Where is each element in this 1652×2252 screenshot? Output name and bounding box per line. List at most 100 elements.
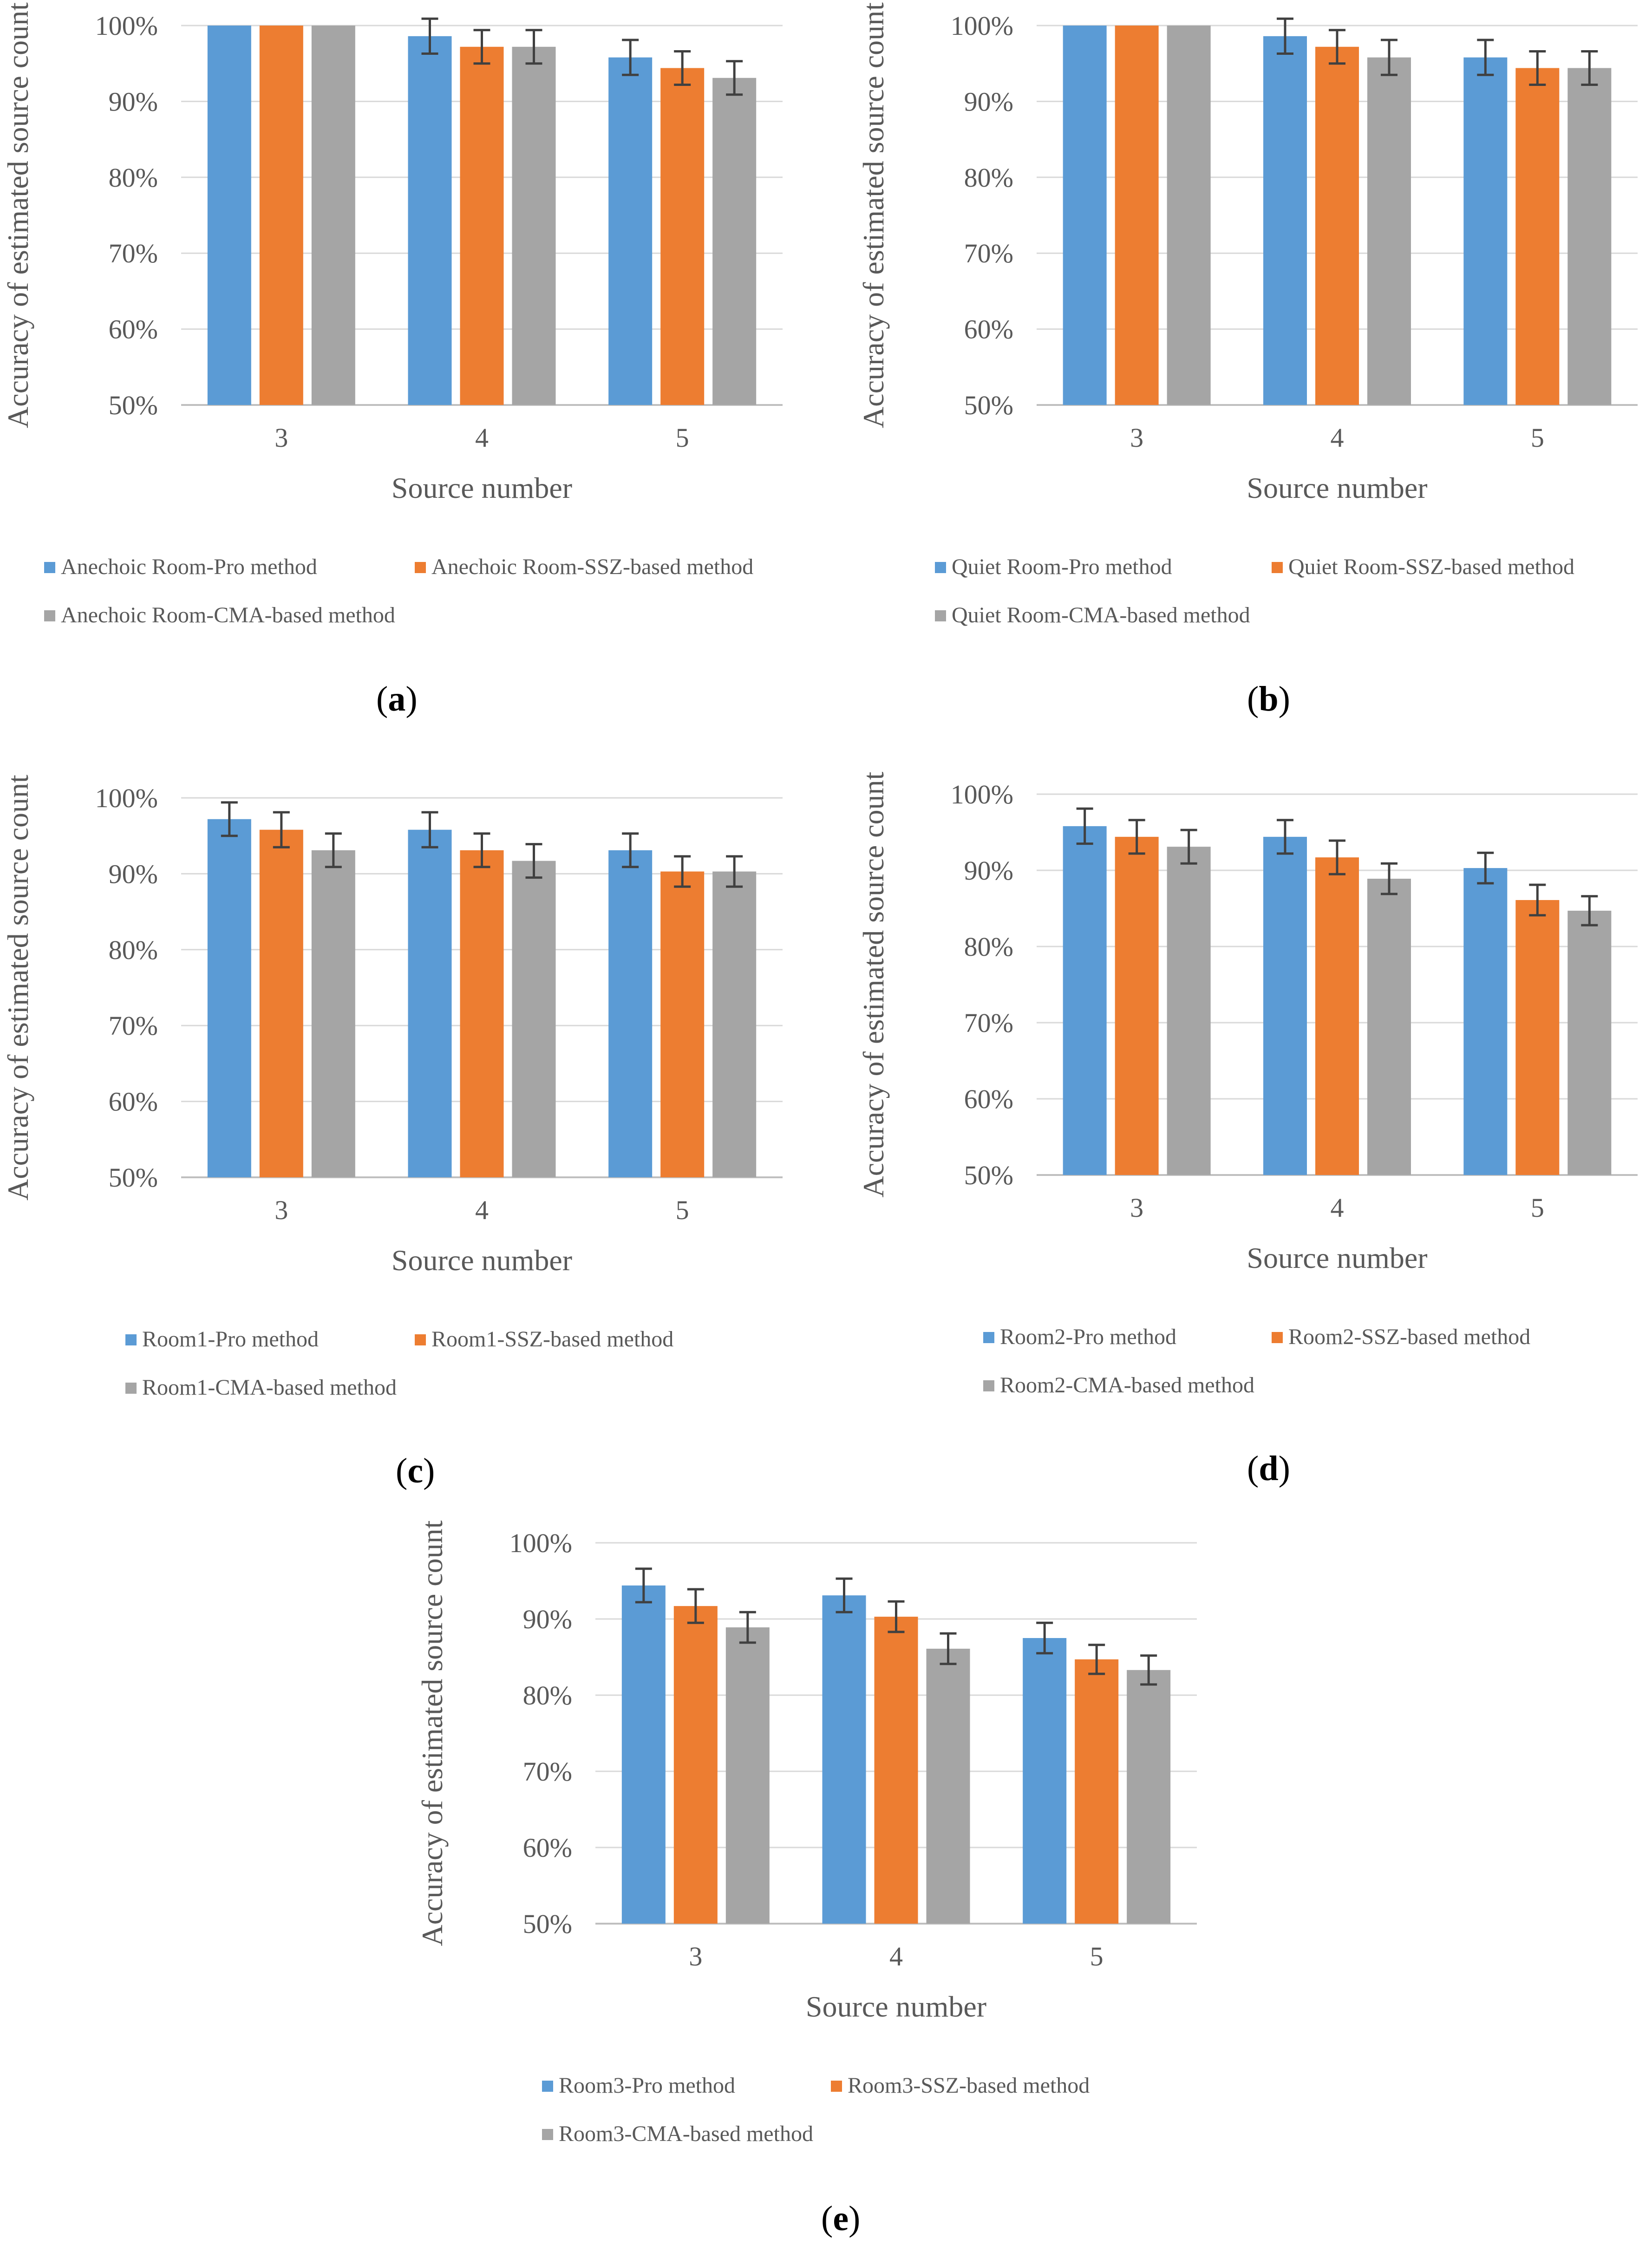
bar xyxy=(460,46,504,405)
legend-label: Quiet Room-SSZ-based method xyxy=(1288,555,1574,579)
bar xyxy=(660,68,705,405)
bar xyxy=(926,1648,970,1924)
y-axis-title: Accuracy of estimated source count xyxy=(1,2,34,428)
bar xyxy=(259,829,303,1177)
x-tick-label: 3 xyxy=(1130,423,1143,453)
x-axis-title: Source number xyxy=(392,471,572,504)
panel-label-letter: a xyxy=(388,679,405,718)
y-tick-label: 90% xyxy=(109,859,158,889)
panel-label-letter: b xyxy=(1259,679,1278,718)
y-tick-label: 90% xyxy=(109,86,158,117)
panel-label: (b) xyxy=(1247,679,1290,718)
chart-panel-c: 50% 60% 70% 80% 90% 100% 3 4 5 Source number Accur… xyxy=(1,775,783,1490)
legend-label: Room3-Pro method xyxy=(559,2073,735,2098)
bar xyxy=(673,1606,718,1924)
legend-label: Room1-SSZ-based method xyxy=(431,1327,673,1351)
legend: Anechoic Room-Pro method Anechoic Room-SS… xyxy=(44,555,753,627)
bar xyxy=(660,871,705,1177)
panel-label-open: ( xyxy=(376,679,388,718)
error-bar xyxy=(726,60,743,96)
legend-swatch xyxy=(542,2129,553,2140)
y-tick-label: 60% xyxy=(964,314,1013,345)
bar xyxy=(512,861,556,1177)
y-tick-label: 100% xyxy=(95,783,158,813)
error-bar xyxy=(687,1588,704,1624)
y-tick-label: 60% xyxy=(109,1087,158,1117)
bar xyxy=(725,1627,770,1924)
error-bar xyxy=(1381,39,1397,76)
x-tick-label: 4 xyxy=(475,423,489,453)
bar xyxy=(1115,836,1159,1175)
bar xyxy=(1463,868,1508,1175)
legend-label: Room1-Pro method xyxy=(142,1327,319,1351)
legend-swatch xyxy=(935,562,946,573)
x-tick-label: 5 xyxy=(676,1195,689,1225)
bar xyxy=(1567,910,1612,1175)
y-tick-label: 70% xyxy=(109,1011,158,1041)
error-bar xyxy=(726,855,743,888)
y-tick-label: 80% xyxy=(964,932,1013,962)
legend-swatch xyxy=(983,1380,994,1391)
error-bar xyxy=(940,1632,957,1665)
y-tick-label: 80% xyxy=(109,163,158,193)
x-tick-label: 5 xyxy=(676,423,689,453)
x-axis-title: Source number xyxy=(806,1990,986,2023)
y-axis-title: Accuracy of estimated source count xyxy=(857,2,890,428)
legend-swatch xyxy=(125,1334,137,1345)
y-tick-label: 80% xyxy=(964,163,1013,193)
bar xyxy=(1463,57,1508,405)
legend-swatch xyxy=(983,1332,994,1343)
panel-label-open: ( xyxy=(1247,679,1259,718)
error-bar xyxy=(1381,862,1397,895)
bar xyxy=(311,850,355,1177)
error-bar xyxy=(622,832,639,868)
x-tick-label: 3 xyxy=(689,1941,702,1971)
error-bar xyxy=(1140,1654,1157,1686)
bar xyxy=(874,1617,918,1924)
error-bar xyxy=(1277,17,1293,55)
error-bar xyxy=(1329,839,1345,875)
error-bar xyxy=(325,832,342,868)
legend: Quiet Room-Pro method Quiet Room-SSZ-base… xyxy=(935,555,1574,627)
y-tick-label: 70% xyxy=(964,1008,1013,1038)
panel-label-open: ( xyxy=(821,2199,833,2238)
y-axis-title: Accuracy of estimated source count xyxy=(416,1520,449,1946)
y-tick-label: 70% xyxy=(523,1756,572,1787)
error-bar xyxy=(473,29,490,65)
error-bar xyxy=(1477,851,1494,885)
bar xyxy=(259,26,303,405)
legend-label: Room3-SSZ-based method xyxy=(848,2073,1090,2098)
bar xyxy=(1315,46,1359,405)
panel-label-open: ( xyxy=(396,1451,407,1490)
chart-panel-b: 50% 60% 70% 80% 90% 100% 3 4 5 Source number Accur… xyxy=(857,2,1638,718)
bar xyxy=(1315,857,1359,1175)
error-bar xyxy=(1329,29,1345,65)
panel-label: (d) xyxy=(1247,1449,1290,1488)
legend-swatch xyxy=(1272,1332,1283,1343)
chart-panel-a: 50% 60% 70% 80% 90% 100% 3 4 5 Source number Accur… xyxy=(1,2,783,718)
error-bar xyxy=(221,801,238,837)
error-bar xyxy=(674,855,691,888)
y-tick-label: 50% xyxy=(109,390,158,420)
bar xyxy=(1567,68,1612,405)
error-bar xyxy=(1477,39,1494,76)
panel-label-letter: d xyxy=(1259,1449,1278,1488)
legend-label: Anechoic Room-CMA-based method xyxy=(61,603,395,627)
legend: Room2-Pro method Room2-SSZ-based method Ro… xyxy=(983,1325,1530,1397)
y-tick-label: 50% xyxy=(109,1162,158,1193)
bar xyxy=(712,78,757,405)
legend-label: Quiet Room-CMA-based method xyxy=(952,603,1250,627)
bar xyxy=(621,1585,666,1924)
bar xyxy=(1075,1659,1119,1924)
bar xyxy=(408,829,452,1177)
legend-swatch xyxy=(542,2081,553,2092)
error-bar xyxy=(1529,50,1546,86)
bar xyxy=(1167,26,1211,405)
y-tick-label: 90% xyxy=(964,86,1013,117)
y-tick-label: 70% xyxy=(109,238,158,268)
bar xyxy=(207,26,251,405)
panel-label-letter: c xyxy=(407,1451,423,1490)
error-bar xyxy=(421,17,438,55)
bar xyxy=(1127,1670,1171,1924)
